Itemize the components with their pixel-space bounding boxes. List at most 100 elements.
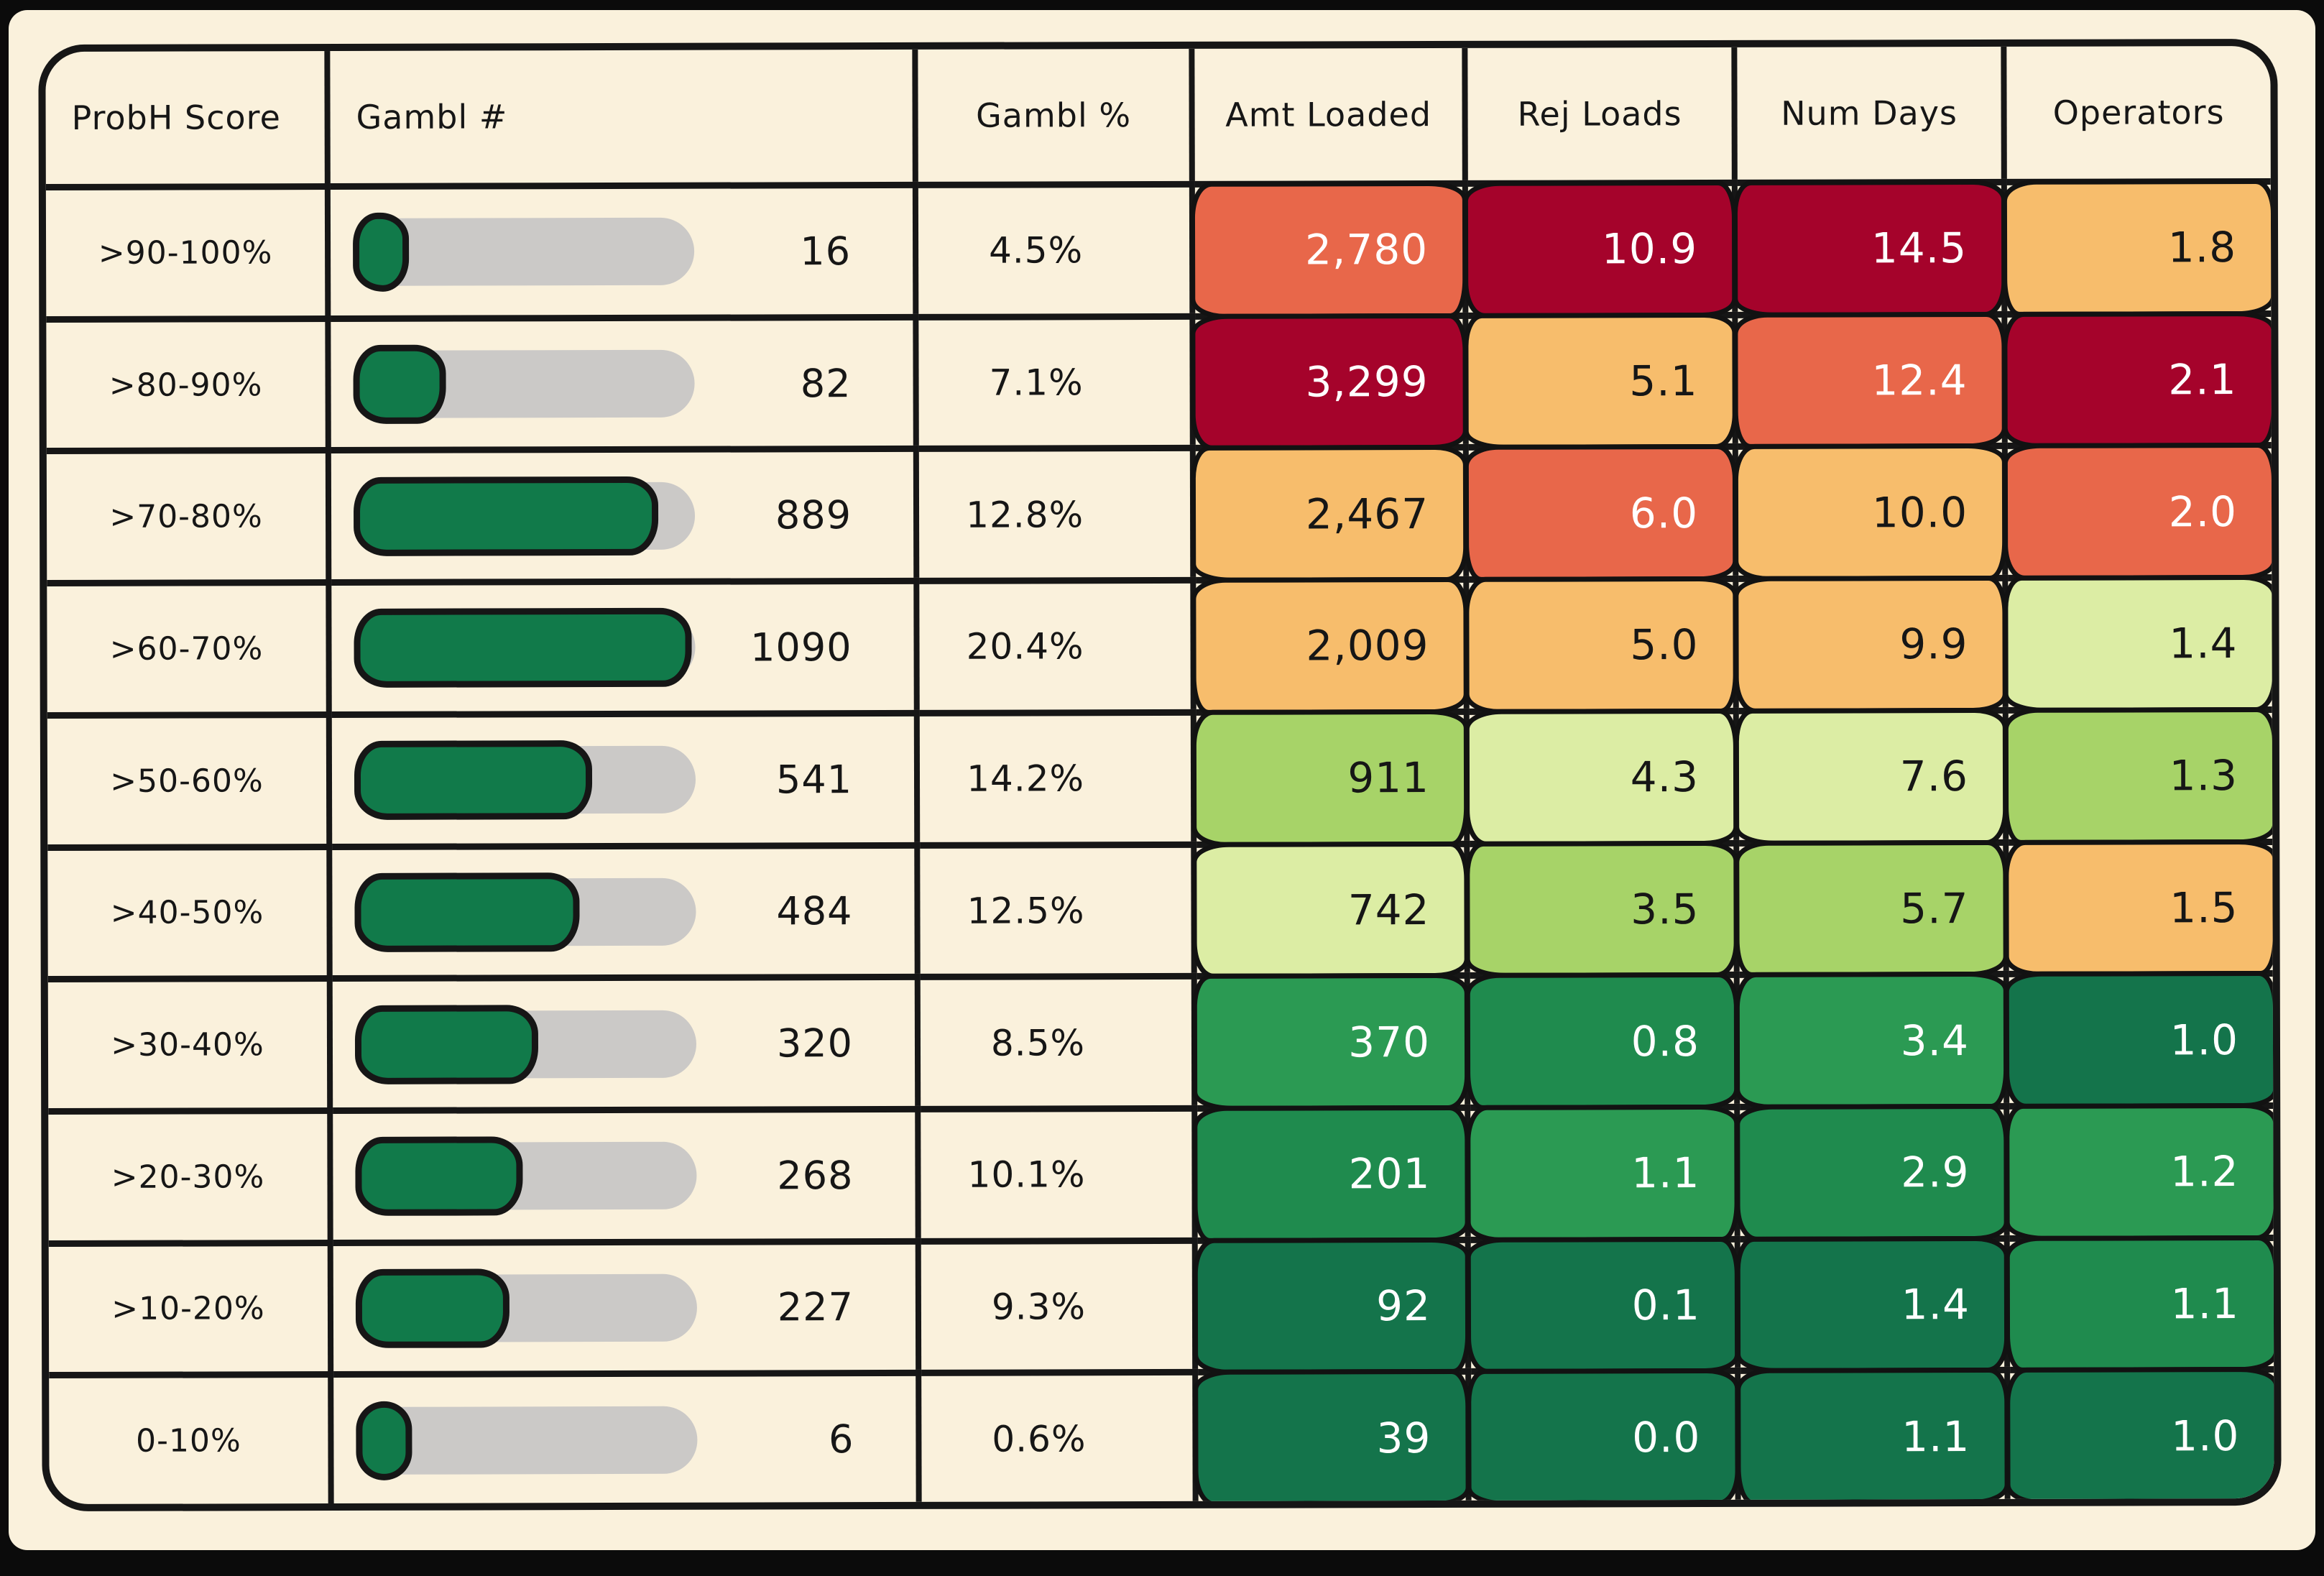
rej-loads-value: 1.1 (1465, 1104, 1740, 1243)
prob-score-label: >40-50% (47, 843, 333, 977)
gambl-count-cell: 268 (333, 1105, 921, 1240)
gambl-count-bar-fill (354, 1004, 539, 1084)
gambl-count-bar-fill (354, 608, 692, 688)
table-row: >10-20% 227 9.3% 92 0.1 1.4 1.1 (48, 1234, 2279, 1375)
rej-loads-value: 5.1 (1463, 312, 1738, 451)
table-body: >90-100% 16 4.5% 2,780 10.9 14.5 1.8 >80… (45, 178, 2279, 1507)
prob-score-label: >90-100% (45, 183, 331, 316)
table-row: >90-100% 16 4.5% 2,780 10.9 14.5 1.8 (45, 178, 2277, 319)
table-row: >20-30% 268 10.1% 201 1.1 2.9 1.2 (48, 1102, 2279, 1243)
gambl-pct-value: 9.3% (921, 1237, 1199, 1370)
gambl-count-bar-track (354, 740, 696, 821)
gambl-count-bar-fill (354, 872, 580, 952)
gambl-count-value: 227 (777, 1284, 854, 1330)
gambl-count-bar-fill (355, 1268, 510, 1348)
amt-loaded-value: 370 (1191, 973, 1470, 1111)
num-days-value: 7.6 (1733, 707, 2009, 846)
num-days-value: 10.0 (1733, 443, 2008, 582)
operators-value: 2.0 (2002, 443, 2277, 581)
amt-loaded-value: 3,299 (1190, 313, 1468, 451)
heatmap-table: ProbH Score Gambl # Gambl % Amt Loaded R… (38, 38, 2282, 1512)
gambl-count-cell: 82 (331, 313, 919, 448)
amt-loaded-value: 911 (1191, 709, 1470, 847)
num-days-value: 2.9 (1735, 1103, 2009, 1242)
gambl-count-bar-fill (353, 476, 659, 556)
rej-loads-value: 4.3 (1464, 708, 1739, 847)
amt-loaded-value: 92 (1192, 1237, 1471, 1375)
num-days-value: 12.4 (1733, 311, 2007, 450)
amt-loaded-value: 2,780 (1189, 180, 1468, 319)
table-row: >60-70% 1090 20.4% 2,009 5.0 9.9 1.4 (47, 574, 2277, 715)
num-days-value: 1.1 (1735, 1368, 2010, 1506)
gambl-count-value: 268 (777, 1152, 854, 1199)
gambl-count-bar-fill (353, 344, 446, 424)
prob-score-label: >50-60% (47, 711, 333, 844)
gambl-count-bar-fill (356, 1401, 412, 1480)
gambl-pct-value: 4.5% (918, 180, 1196, 314)
operators-value: 1.0 (2003, 971, 2279, 1109)
rej-loads-value: 3.5 (1465, 840, 1739, 979)
gambl-count-bar-fill (352, 213, 410, 292)
gambl-count-cell: 484 (332, 842, 921, 976)
num-days-value: 1.4 (1735, 1235, 2010, 1374)
rej-loads-value: 0.8 (1465, 972, 1740, 1110)
gambl-pct-value: 20.4% (919, 576, 1196, 710)
gambl-count-value: 82 (800, 360, 852, 406)
gambl-pct-value: 14.2% (919, 709, 1197, 842)
gambl-count-cell: 889 (331, 446, 920, 580)
prob-score-label: >80-90% (46, 315, 331, 448)
gambl-count-cell: 6 (333, 1370, 922, 1504)
gambl-count-value: 320 (776, 1020, 854, 1066)
rej-loads-value: 5.0 (1464, 576, 1738, 714)
col-header-rej-loads: Rej Loads (1467, 47, 1738, 180)
gambl-pct-value: 10.1% (921, 1105, 1198, 1238)
operators-value: 2.1 (2002, 310, 2277, 449)
amt-loaded-value: 742 (1191, 841, 1470, 980)
gambl-count-bar-track (353, 344, 695, 424)
gambl-count-bar-track (354, 872, 696, 952)
gambl-pct-value: 7.1% (918, 313, 1196, 446)
num-days-value: 14.5 (1732, 179, 2007, 318)
col-header-gambl-count: Gambl # (330, 49, 918, 184)
gambl-count-bar-track (354, 1004, 697, 1084)
gambl-count-value: 1090 (750, 625, 852, 671)
col-header-num-days: Num Days (1737, 46, 2007, 180)
gambl-count-bar-fill (354, 740, 593, 821)
num-days-value: 9.9 (1733, 576, 2008, 714)
prob-score-label: >20-30% (48, 1107, 333, 1240)
prob-score-label: 0-10% (49, 1371, 334, 1505)
gambl-pct-value: 12.8% (918, 445, 1196, 578)
num-days-value: 3.4 (1734, 972, 2009, 1110)
amt-loaded-value: 39 (1193, 1369, 1471, 1507)
operators-value: 1.2 (2004, 1102, 2279, 1241)
gambl-pct-value: 8.5% (920, 973, 1198, 1106)
gambl-count-value: 889 (775, 492, 852, 538)
gambl-count-bar-track (355, 1136, 697, 1217)
gambl-count-value: 541 (775, 756, 853, 803)
amt-loaded-value: 201 (1192, 1105, 1470, 1243)
num-days-value: 5.7 (1734, 839, 2009, 978)
gambl-count-bar-track (354, 608, 696, 688)
gambl-count-bar-track (356, 1401, 698, 1480)
operators-value: 1.5 (2003, 839, 2278, 977)
table-row: 0-10% 6 0.6% 39 0.0 1.1 1.0 (49, 1366, 2279, 1507)
col-header-operators: Operators (2052, 93, 2225, 132)
gambl-count-bar-track (352, 213, 695, 292)
gambl-count-bar-track (355, 1268, 698, 1348)
operators-value: 1.3 (2003, 706, 2278, 845)
gambl-count-cell: 16 (330, 181, 919, 315)
paper-background: ProbH Score Gambl # Gambl % Amt Loaded R… (9, 10, 2315, 1550)
gambl-count-value: 6 (828, 1416, 854, 1462)
col-header-gambl-pct: Gambl % (918, 48, 1195, 182)
rej-loads-value: 0.1 (1465, 1236, 1740, 1375)
prob-score-label: >70-80% (46, 447, 332, 581)
gambl-pct-value: 0.6% (921, 1369, 1199, 1502)
gambl-count-bar-fill (355, 1136, 523, 1217)
prob-score-label: >60-70% (47, 579, 332, 712)
gambl-count-cell: 1090 (331, 577, 920, 711)
table-row: >80-90% 82 7.1% 3,299 5.1 12.4 2.1 (46, 310, 2277, 451)
gambl-count-cell: 320 (332, 974, 921, 1107)
amt-loaded-value: 2,009 (1191, 576, 1469, 715)
col-header-prob-score: ProbH Score (45, 51, 331, 185)
amt-loaded-value: 2,467 (1190, 445, 1469, 583)
